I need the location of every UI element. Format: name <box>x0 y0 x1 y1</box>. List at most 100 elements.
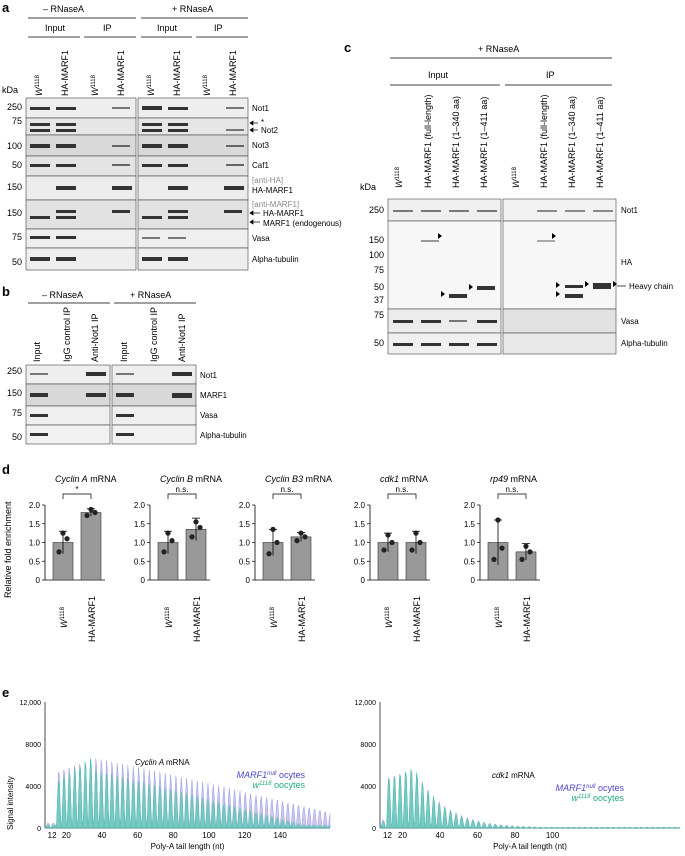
b-row-tubulin: Alpha-tubulin <box>200 431 247 440</box>
d-chart-title-2: Cyclin B3 mRNA <box>265 474 332 484</box>
d-charts: Cyclin A mRNA 0 0.5 1.0 1.5 2.0 * W1118 HA-MARF1… <box>29 474 540 642</box>
d-yticklabel-4-1: 0.5 <box>464 557 476 566</box>
d-yticklabel-2-3: 1.5 <box>239 520 251 529</box>
d-point-2-0-1 <box>274 539 280 546</box>
d-point-0-0-0 <box>56 549 62 555</box>
e-legend-w1118-1: w1118 oocytes <box>572 793 625 803</box>
c-mw-5: 37 <box>374 295 384 305</box>
e-xtick-1-3: 60 <box>473 831 482 840</box>
d-yticklabel-2-2: 1.0 <box>239 539 251 548</box>
d-point-4-1-2 <box>523 543 529 549</box>
b-lane-not1-1: Anti-Not1 IP <box>90 313 100 362</box>
a-ip-1: IP <box>103 23 112 33</box>
d-point-1-1-0 <box>189 534 195 540</box>
d-yticklabel-3-0: 0 <box>361 576 366 585</box>
d-bracket-4 <box>497 493 527 499</box>
e-trace-w1118-0 <box>44 758 331 829</box>
a-row-not2: Not2 <box>261 126 278 135</box>
c-kda: kDa <box>360 182 376 192</box>
d-sig-2: n.s. <box>281 485 294 494</box>
a-ip-2: IP <box>214 23 223 33</box>
e-legend-w1118-0: w1118 oocytes <box>253 780 306 790</box>
b-lane-igg-1: IgG control IP <box>62 307 72 362</box>
panel-d-label: d <box>2 462 10 477</box>
a-lane-ha-4: HA-MARF1 <box>228 50 238 96</box>
d-ylabel: Relative fold enrichment <box>3 501 13 598</box>
e-xlabel-0: Poly-A tail length (nt) <box>151 842 225 851</box>
d-point-2-0-0 <box>266 551 272 557</box>
d-bracket-3 <box>387 493 417 499</box>
panel-b-label: b <box>2 284 10 299</box>
c-input: Input <box>428 70 449 80</box>
d-point-0-1-2 <box>88 506 94 513</box>
d-xlabel-w-2: W1118 <box>269 606 279 628</box>
d-xlabel-w-0: W1118 <box>59 606 69 628</box>
a-mw-2: 100 <box>7 141 22 151</box>
a-plus-rnase: + RNaseA <box>172 4 213 14</box>
e-xtick-1-5: 100 <box>546 831 560 840</box>
e-xlabel-1: Poly-A tail length (nt) <box>493 842 567 851</box>
a-lane-ha-3: HA-MARF1 <box>172 50 182 96</box>
d-point-3-0-2 <box>385 532 391 538</box>
d-point-3-0-1 <box>389 539 395 546</box>
e-title-0: Cyclin A mRNA <box>135 758 190 767</box>
d-yticklabel-0-4: 2.0 <box>29 501 41 510</box>
d-sig-1: n.s. <box>176 485 189 494</box>
d-xlabel-ha-3: HA-MARF1 <box>412 596 422 642</box>
a-kda: kDa <box>2 85 18 95</box>
c-lane-411-2: HA-MARF1 (1–411 aa) <box>595 97 605 188</box>
d-xlabel-ha-2: HA-MARF1 <box>297 596 307 642</box>
c-row-tubulin: Alpha-tubulin <box>621 339 668 348</box>
e-ytick-1-3: 12,000 <box>355 700 377 707</box>
d-point-0-1-1 <box>92 509 98 516</box>
d-point-1-1-1 <box>197 524 203 531</box>
a-blots <box>25 97 249 271</box>
d-xlabel-ha-4: HA-MARF1 <box>522 596 532 642</box>
d-yticklabel-0-2: 1.0 <box>29 539 41 548</box>
d-point-4-0-0 <box>491 556 497 562</box>
a-row-antimarf1: [anti-MARF1] <box>252 200 299 209</box>
b-minus-rnase: – RNaseA <box>42 290 83 300</box>
d-yticklabel-4-4: 2.0 <box>464 501 476 510</box>
a-mw-3: 50 <box>12 160 22 170</box>
d-yticklabel-3-3: 1.5 <box>354 520 366 529</box>
e-xtick-0-0: 12 <box>48 831 57 840</box>
a-row-not1: Not1 <box>252 104 269 113</box>
d-yticklabel-3-1: 0.5 <box>354 557 366 566</box>
d-point-2-1-2 <box>298 530 304 536</box>
d-yticklabel-1-2: 1.0 <box>134 539 146 548</box>
b-lane-not1-2: Anti-Not1 IP <box>177 313 187 362</box>
d-chart-title-0: Cyclin A mRNA <box>55 474 117 484</box>
a-row-hamarf1-2: HA-MARF1 <box>263 209 304 218</box>
a-row-marf1-endo: MARF1 (endogenous) <box>263 219 342 228</box>
e-legend-marf1-1: MARF1null ocytes <box>556 783 625 793</box>
panel-c-label: c <box>344 40 351 55</box>
e-legend-marf1-0: MARF1null ocytes <box>237 770 306 780</box>
d-point-2-1-1 <box>302 534 308 540</box>
d-point-2-1-0 <box>294 538 300 544</box>
c-lane-full-2: HA-MARF1 (full-length) <box>539 94 549 188</box>
d-yticklabel-2-4: 2.0 <box>239 501 251 510</box>
d-yticklabel-1-3: 1.5 <box>134 520 146 529</box>
d-yticklabel-0-0: 0 <box>36 576 41 585</box>
d-bracket-1 <box>167 493 197 499</box>
a-row-caf1: Caf1 <box>252 161 269 170</box>
d-point-2-0-2 <box>270 526 276 532</box>
a-lane-w-2: W1118 <box>90 74 100 96</box>
d-yticklabel-3-4: 2.0 <box>354 501 366 510</box>
c-lane-full-1: HA-MARF1 (full-length) <box>423 94 433 188</box>
d-yticklabel-0-1: 0.5 <box>29 557 41 566</box>
a-row-tubulin: Alpha-tubulin <box>252 255 299 264</box>
e-xtick-0-1: 20 <box>62 831 71 840</box>
d-yticklabel-4-0: 0 <box>471 576 476 585</box>
b-blots <box>25 364 197 445</box>
e-xtick-1-0: 12 <box>383 831 392 840</box>
c-mw-4: 50 <box>374 282 384 292</box>
d-yticklabel-1-4: 2.0 <box>134 501 146 510</box>
d-xlabel-ha-1: HA-MARF1 <box>192 596 202 642</box>
b-row-not1: Not1 <box>200 371 217 380</box>
e-ylabel: Signal intensity <box>6 776 15 830</box>
d-point-3-1-0 <box>409 547 415 553</box>
e-xtick-1-2: 40 <box>436 831 445 840</box>
